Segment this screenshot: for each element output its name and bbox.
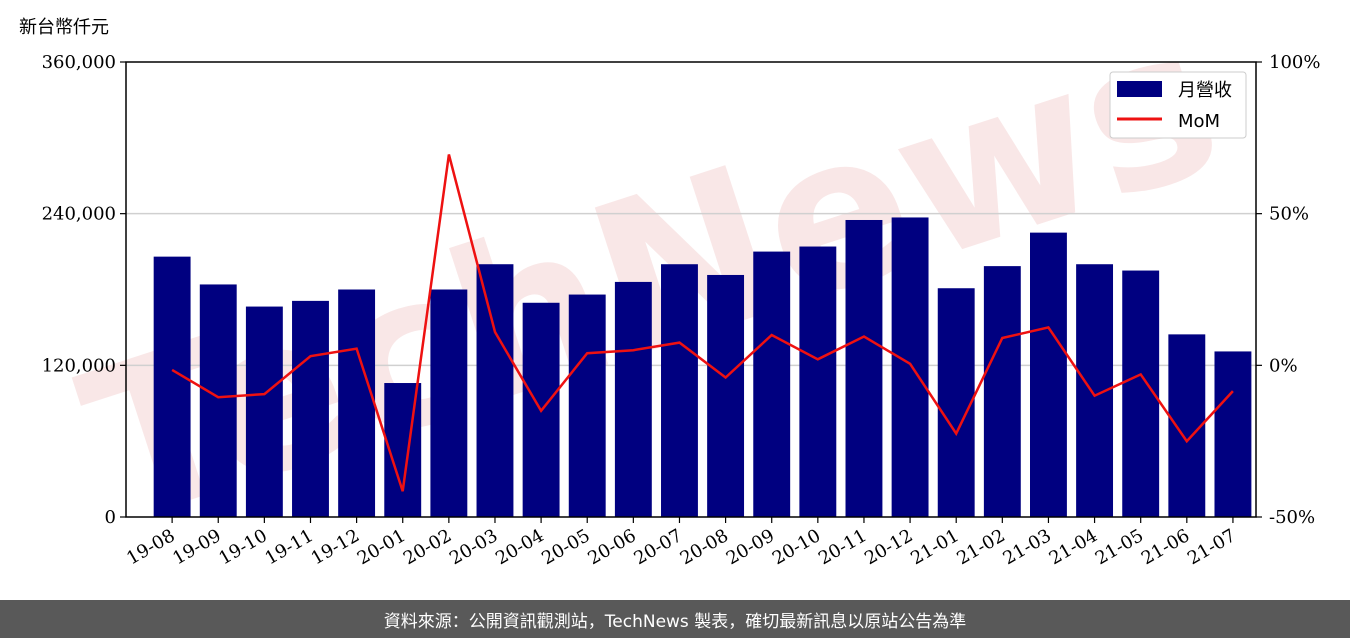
bar-19-12: [338, 289, 376, 517]
x-tick-label: 21-01: [907, 525, 962, 569]
bar-19-11: [292, 300, 329, 517]
bar-20-06: [614, 281, 652, 517]
plot-frame: [125, 61, 1257, 518]
bar-20-10: [799, 246, 837, 517]
x-tick-label: 21-07: [1184, 525, 1239, 569]
bar-20-11: [845, 219, 883, 517]
bar-20-02: [430, 289, 468, 517]
x-tick-label: 20-01: [354, 525, 409, 569]
left-tick-label: 240,000: [42, 204, 116, 225]
bar-20-05: [568, 294, 606, 517]
x-tick-label: 21-06: [1138, 525, 1193, 569]
bar-21-01: [937, 288, 975, 517]
y-axis-unit-label: 新台幣仟元: [19, 17, 109, 38]
bar-19-08: [153, 256, 191, 517]
left-tick-label: 120,000: [42, 355, 116, 376]
source-footer: 資料來源：公開資訊觀測站，TechNews 製表，確切最新訊息以原站公告為準: [0, 600, 1350, 638]
left-tick-label: 360,000: [42, 52, 116, 73]
x-tick-label: 21-02: [953, 525, 1008, 569]
bar-20-03: [476, 264, 514, 517]
x-tick-label: 19-11: [262, 525, 317, 569]
legend: 月營收 MoM: [1109, 71, 1247, 139]
x-tick-label: 20-04: [492, 525, 547, 569]
x-tick-label: 20-02: [400, 525, 455, 569]
bar-19-09: [199, 284, 237, 517]
x-tick-label: 20-03: [446, 525, 501, 569]
x-tick-label: 20-08: [677, 525, 732, 569]
bar-20-07: [661, 264, 698, 517]
x-tick-label: 19-12: [308, 525, 363, 569]
bar-20-09: [753, 251, 791, 518]
footer-text: 資料來源：公開資訊觀測站，TechNews 製表，確切最新訊息以原站公告為準: [383, 611, 967, 632]
x-tick-label: 20-10: [769, 525, 824, 569]
x-tick-label: 20-09: [723, 525, 778, 569]
right-tick-label: 50%: [1269, 204, 1309, 225]
x-tick-label: 21-03: [1000, 525, 1055, 569]
right-tick-label: 100%: [1269, 52, 1320, 73]
bar-21-02: [983, 266, 1021, 517]
bar-21-07: [1214, 351, 1252, 517]
x-tick-label: 20-07: [631, 525, 686, 569]
legend-swatch-revenue: [1117, 81, 1162, 97]
left-tick-label: 0: [105, 507, 116, 528]
legend-label-revenue: 月營收: [1178, 80, 1232, 101]
legend-label-mom: MoM: [1178, 111, 1220, 132]
bar-21-03: [1030, 232, 1067, 517]
x-tick-label: 20-06: [584, 525, 639, 569]
bar-series: [153, 217, 1252, 518]
revenue-chart: TechNews 新台幣仟元 0120,000240,000360,000-50…: [19, 0, 1320, 571]
line-series: [171, 154, 1234, 492]
x-tick-label: 21-05: [1092, 525, 1147, 569]
x-tick-label: 20-05: [538, 525, 593, 569]
bar-19-10: [245, 306, 283, 517]
bar-20-08: [707, 274, 745, 517]
x-tick-label: 20-11: [815, 525, 870, 569]
mom-line: [171, 154, 1234, 492]
bar-20-12: [891, 217, 929, 518]
x-tick-label: 20-12: [861, 525, 916, 569]
right-tick-label: -50%: [1269, 507, 1315, 528]
bar-21-06: [1168, 334, 1206, 517]
x-tick-label: 21-04: [1046, 525, 1101, 569]
right-tick-label: 0%: [1269, 355, 1298, 376]
